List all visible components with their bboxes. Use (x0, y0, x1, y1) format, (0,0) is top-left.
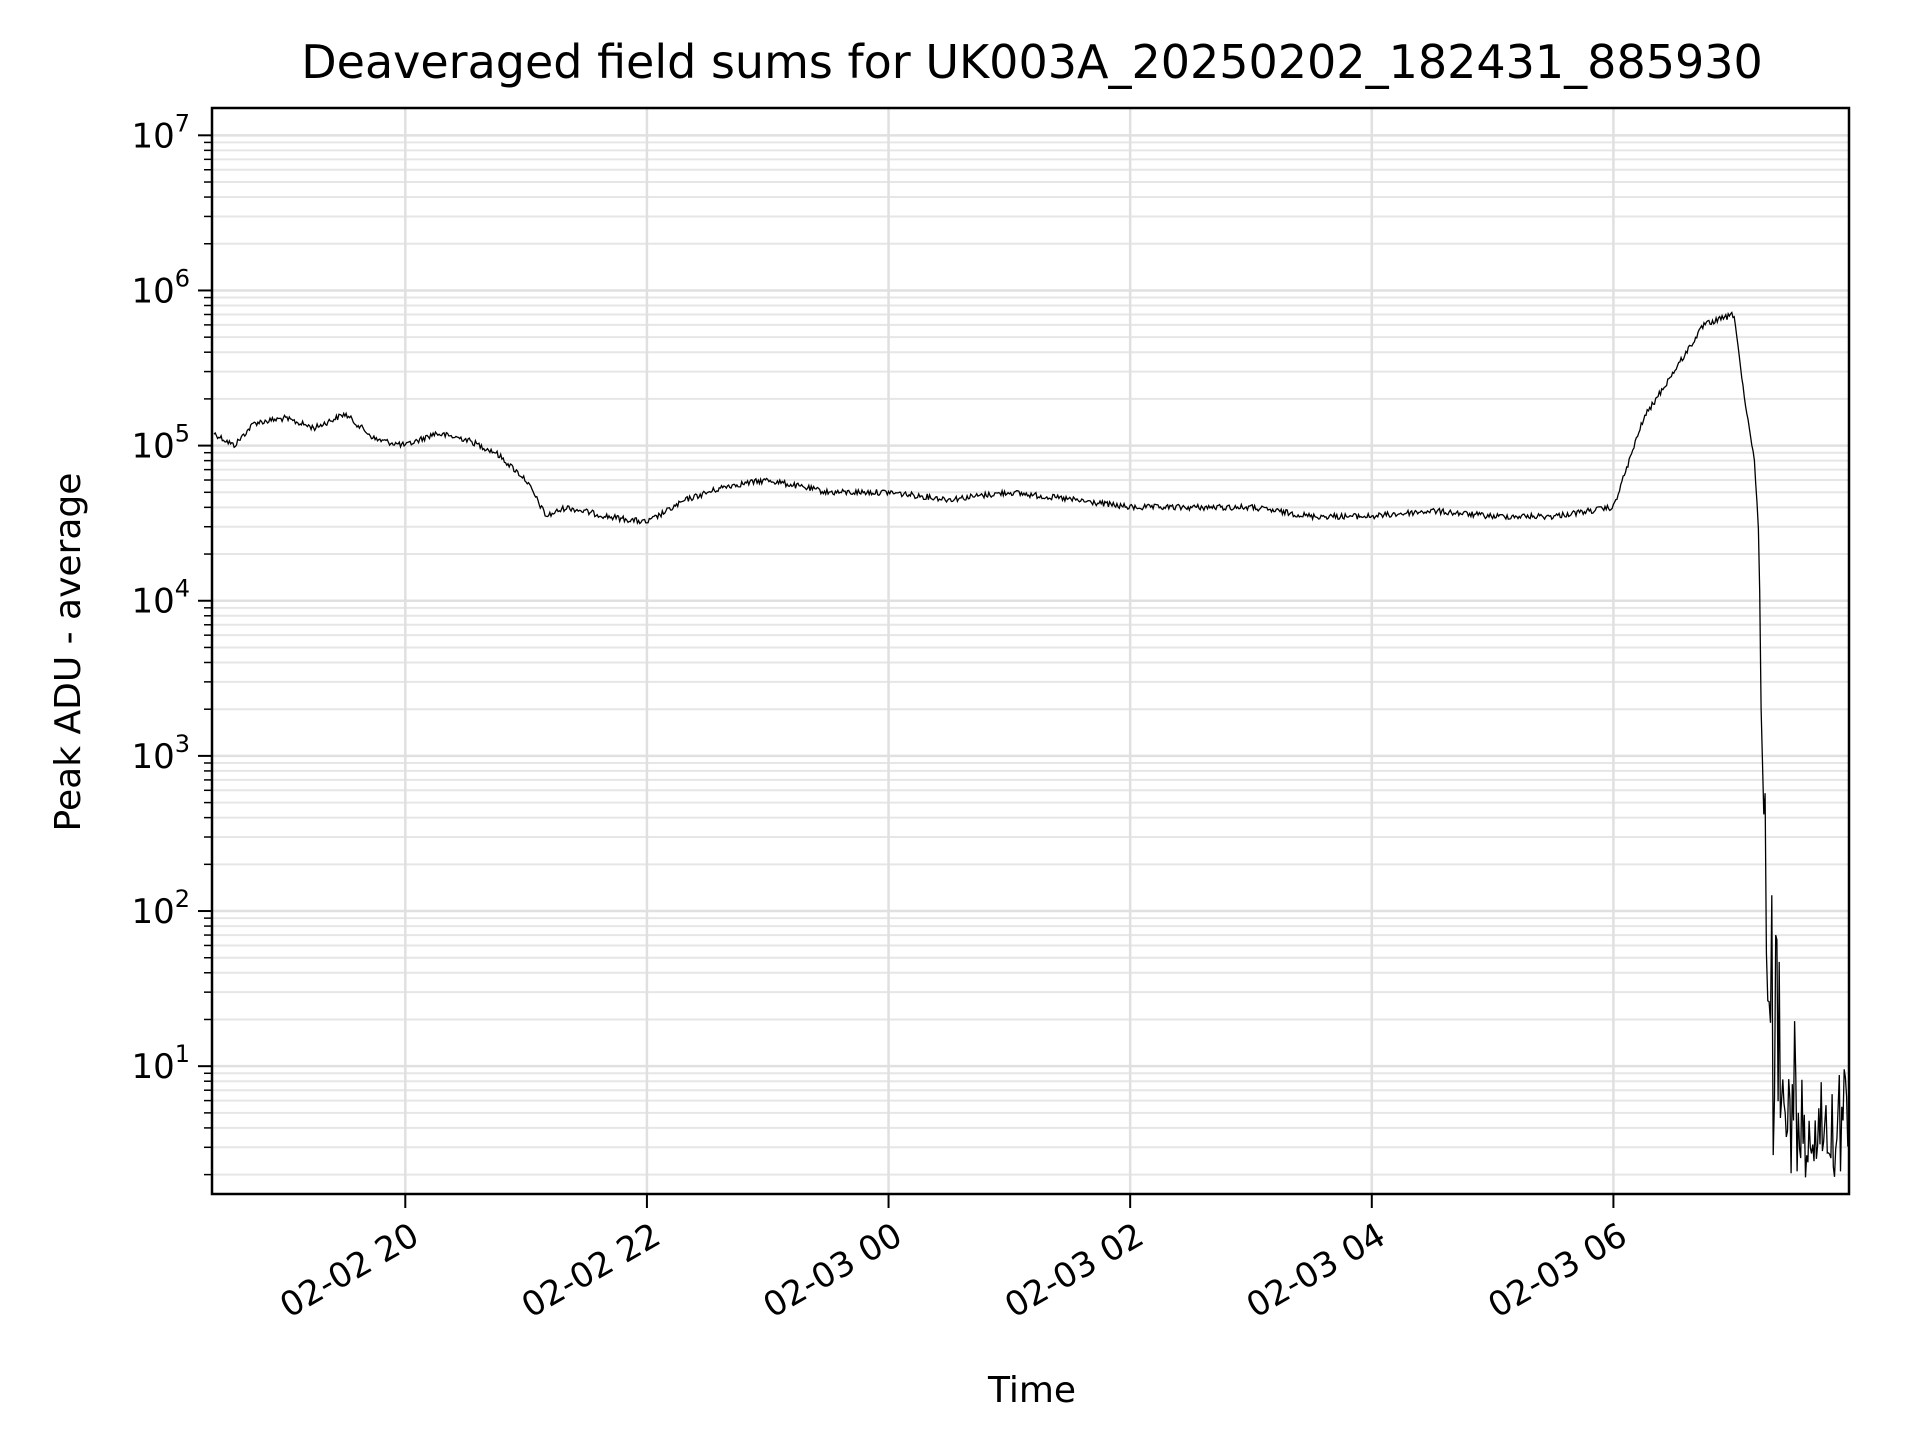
y-tick-label: 107 (131, 109, 190, 156)
axes: 101 102 103 104 105 106 107 02-02 20 02-02 22 02-… (131, 109, 1633, 1326)
y-tick-label: 101 (131, 1040, 190, 1087)
data-layer (213, 311, 1850, 1178)
x-tick-label: 02-03 04 (1240, 1215, 1392, 1326)
y-tick-label: 106 (131, 264, 190, 311)
chart-title: Deaveraged field sums for UK003A_2025020… (301, 35, 1763, 89)
y-tick-label: 104 (131, 575, 190, 622)
x-tick-label: 02-02 20 (273, 1215, 425, 1326)
x-axis-label: Time (987, 1370, 1076, 1411)
x-tick-label: 02-03 02 (998, 1215, 1150, 1326)
y-tick-label: 105 (131, 420, 190, 467)
series-line (213, 311, 1850, 1178)
y-tick-label: 103 (131, 730, 190, 777)
grid (212, 108, 1849, 1194)
x-tick-label: 02-03 00 (757, 1215, 909, 1326)
y-tick-label: 102 (131, 885, 190, 932)
x-tick-label: 02-02 22 (515, 1215, 667, 1326)
x-tick-label: 02-03 06 (1482, 1215, 1634, 1326)
y-axis-label: Peak ADU - average (48, 473, 89, 832)
plot-frame (210, 106, 1851, 1196)
